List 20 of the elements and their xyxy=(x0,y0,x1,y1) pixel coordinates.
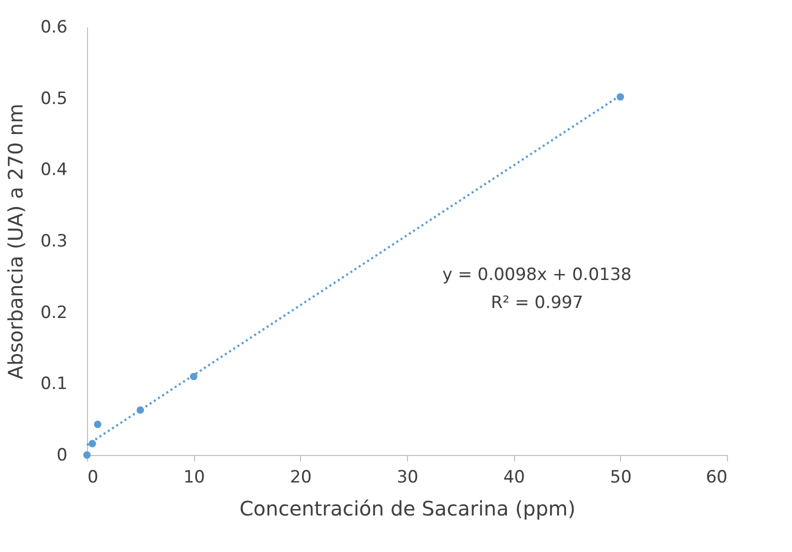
point xyxy=(94,420,102,428)
y-tick-label: 0.4 xyxy=(40,160,68,180)
x-tick-label: 10 xyxy=(183,468,205,488)
x-tick-label: 30 xyxy=(396,468,418,488)
x-tick-label: 20 xyxy=(290,468,312,488)
annotation: R² = 0.997 xyxy=(490,293,584,313)
y-tick-label: 0.6 xyxy=(40,18,68,38)
y-tick-label: 0 xyxy=(56,446,68,466)
x-tick-label: 40 xyxy=(503,468,525,488)
y-tick-label: 0.5 xyxy=(40,88,68,109)
y-axis-title: Absorbancia (UA) a 270 nm xyxy=(3,104,28,380)
y-tick-label: 0.3 xyxy=(40,232,68,252)
point xyxy=(83,451,91,459)
annotation: y = 0.0098x + 0.0138 xyxy=(442,265,632,285)
x-tick-label: 60 xyxy=(706,468,728,488)
x-axis-title: Concentración de Sacarina (ppm) xyxy=(239,496,576,520)
x-tick-label: 0 xyxy=(88,468,98,488)
y-tick-label: 0.2 xyxy=(40,302,68,323)
y-tick-label: 0.1 xyxy=(40,374,68,394)
x-tick-label: 50 xyxy=(610,468,632,488)
